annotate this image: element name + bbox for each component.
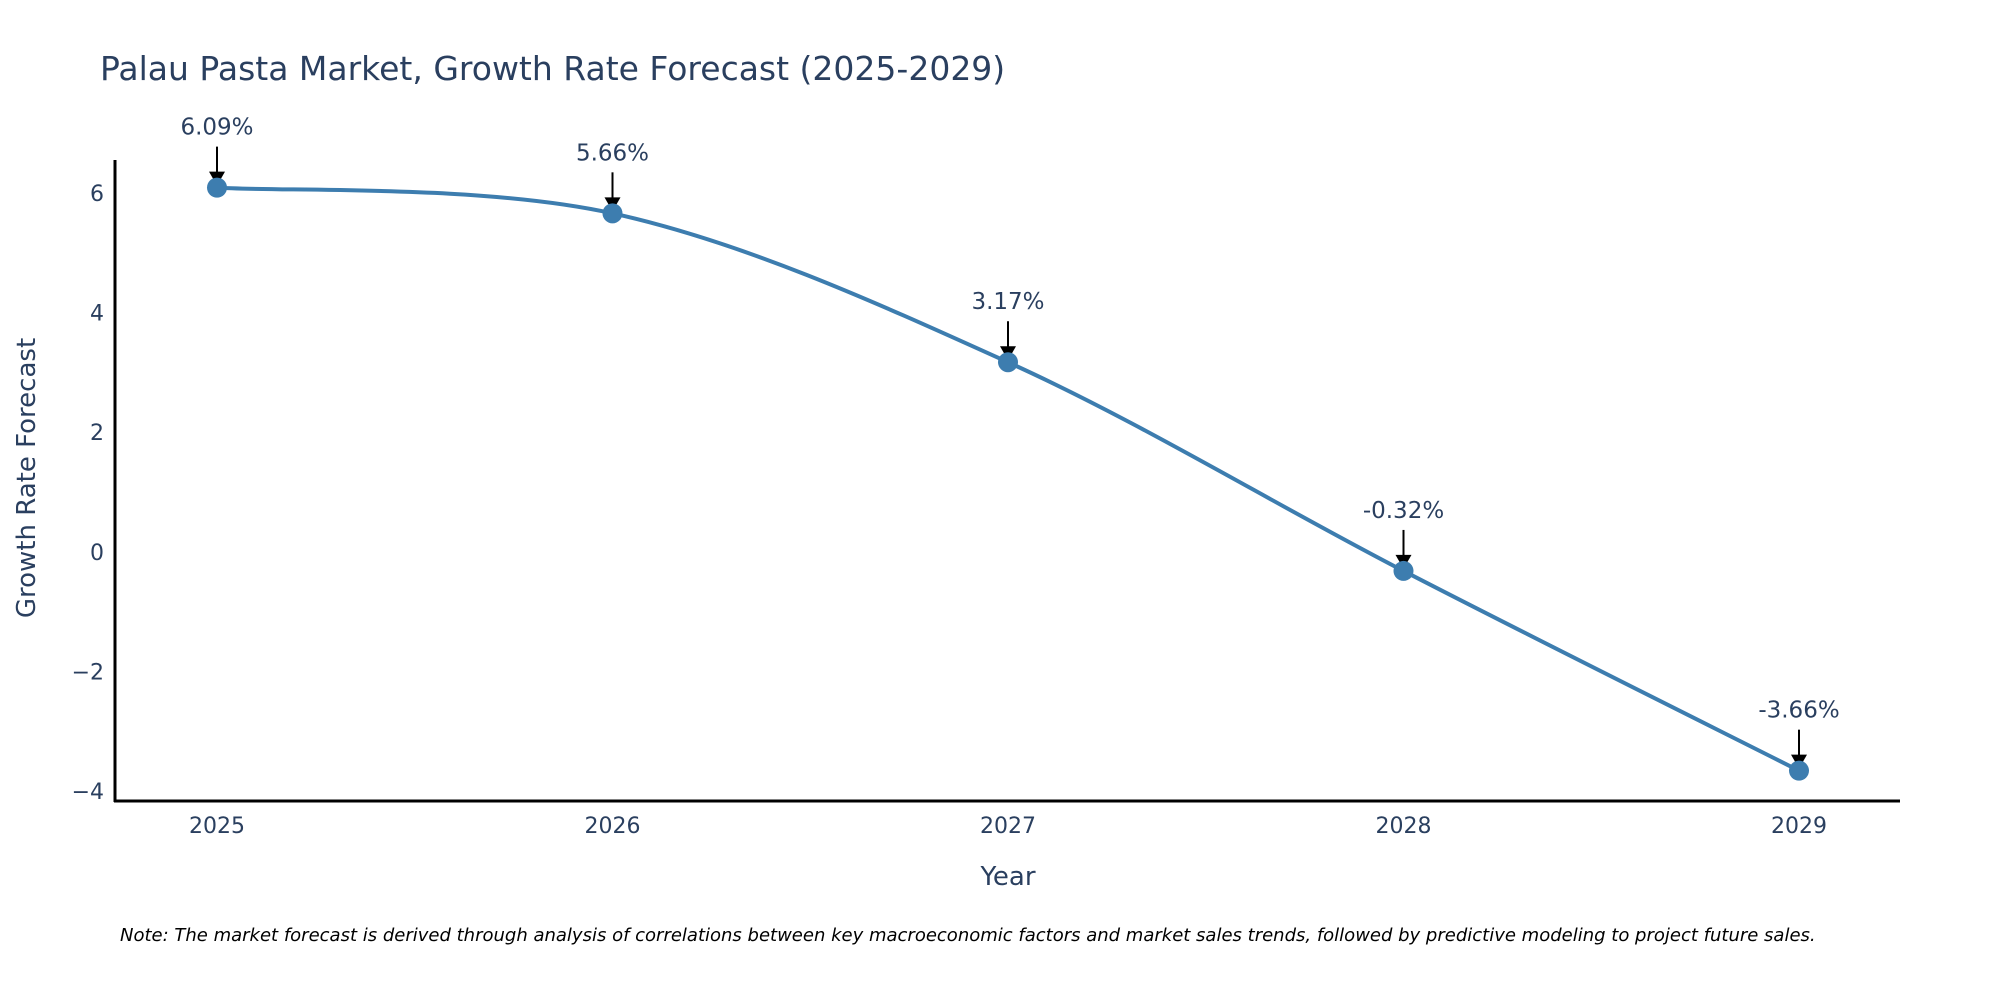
x-axis-ticks: 2025 2026 2027 2028 2029 xyxy=(189,814,1827,839)
data-label: 3.17% xyxy=(971,289,1044,315)
chart-note: Note: The market forecast is derived thr… xyxy=(120,925,1816,946)
data-label: 6.09% xyxy=(180,115,253,141)
data-label: -0.32% xyxy=(1363,498,1444,524)
data-label: -3.66% xyxy=(1758,698,1839,724)
data-label-annotations: 6.09% 5.66% 3.17% -0.32% -3.66% xyxy=(180,115,1840,769)
y-tick-label: −2 xyxy=(72,660,104,685)
y-tick-label: 4 xyxy=(90,302,104,327)
x-tick-label: 2025 xyxy=(189,814,245,839)
x-tick-label: 2027 xyxy=(980,814,1036,839)
x-tick-label: 2029 xyxy=(1771,814,1827,839)
y-tick-label: 0 xyxy=(90,541,104,566)
data-point-marker[interactable] xyxy=(207,177,227,198)
data-point-marker[interactable] xyxy=(998,352,1018,373)
data-point-markers xyxy=(207,177,1809,781)
x-axis-title: Year xyxy=(979,862,1035,892)
series-line xyxy=(216,185,1800,773)
y-axis-ticks: 6 4 2 0 −2 −4 xyxy=(72,182,104,805)
x-tick-label: 2028 xyxy=(1376,814,1432,839)
chart-title: Palau Pasta Market, Growth Rate Forecast… xyxy=(100,49,1005,88)
data-point-marker[interactable] xyxy=(602,203,623,224)
data-point-marker[interactable] xyxy=(1393,560,1414,581)
series-line-group xyxy=(216,185,1800,773)
y-tick-label: −4 xyxy=(72,780,104,805)
x-tick-label: 2026 xyxy=(585,814,641,839)
y-tick-label: 2 xyxy=(90,421,104,446)
y-tick-label: 6 xyxy=(90,182,104,207)
y-axis-title: Growth Rate Forecast xyxy=(12,338,42,618)
data-label: 5.66% xyxy=(576,140,649,166)
data-point-marker[interactable] xyxy=(1789,760,1809,781)
